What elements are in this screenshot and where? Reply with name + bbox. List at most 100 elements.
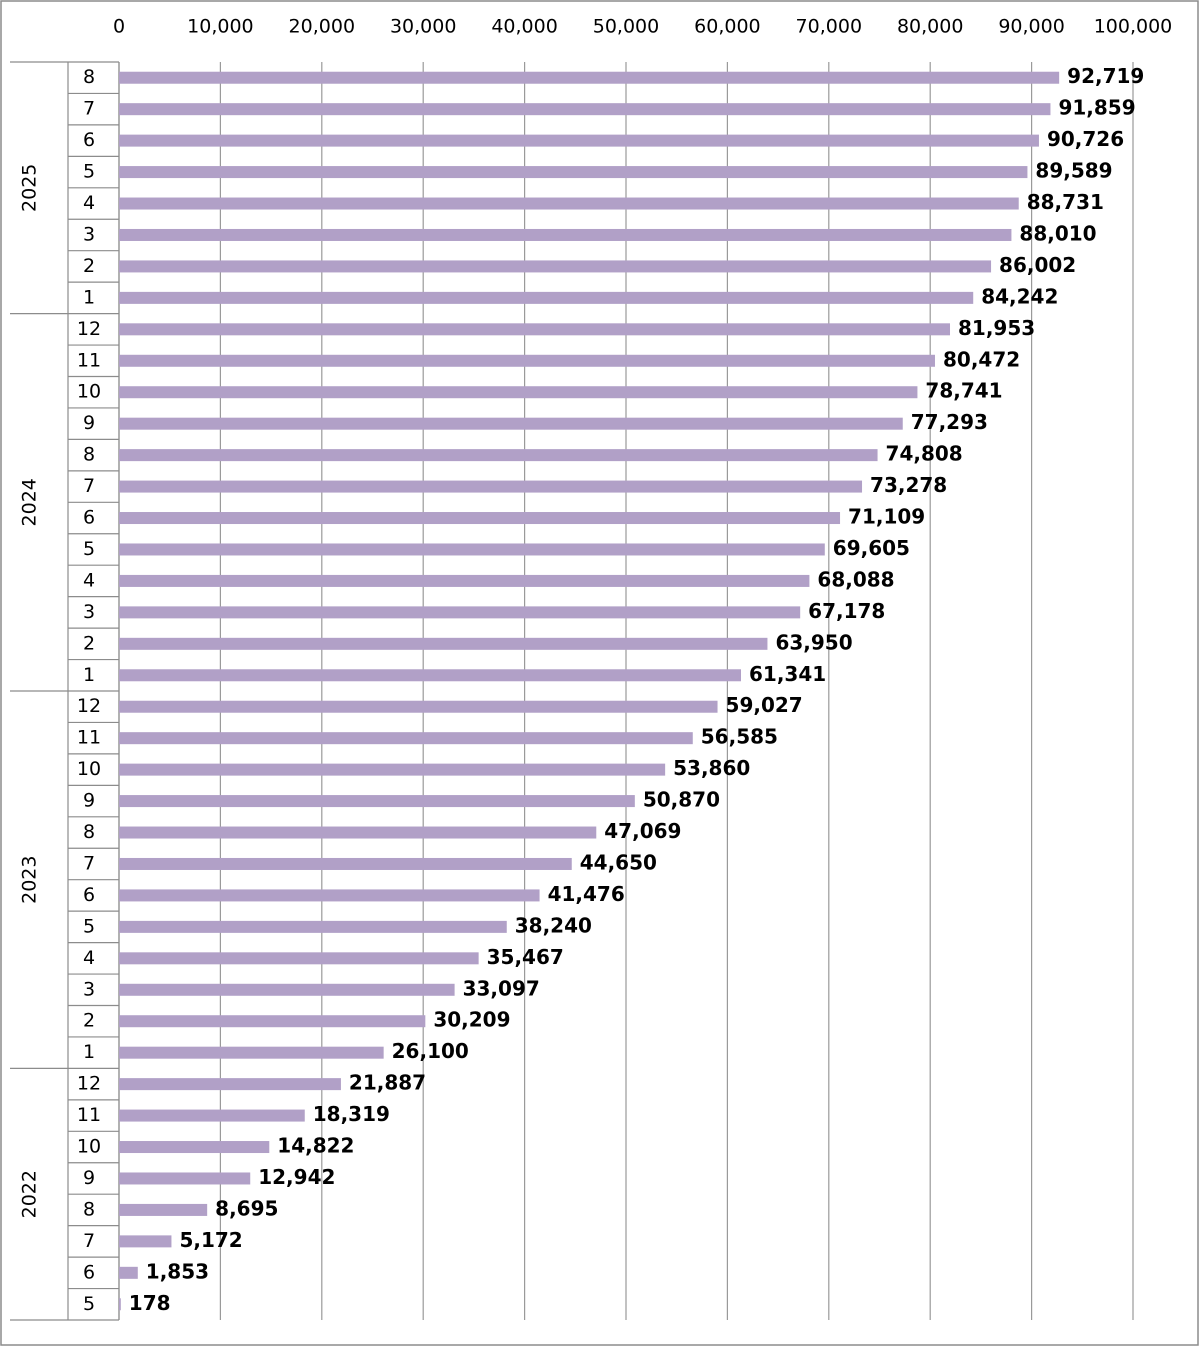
bar: [119, 889, 540, 902]
bar: [119, 795, 635, 808]
bar: [119, 763, 666, 776]
value-label: 74,808: [886, 442, 963, 466]
bar: [119, 1235, 172, 1248]
group-label: 2025: [19, 164, 41, 212]
value-label: 8,695: [215, 1196, 278, 1220]
bar: [119, 228, 1012, 241]
bar: [119, 134, 1039, 147]
bar: [119, 1298, 121, 1311]
x-tick-label: 20,000: [289, 16, 355, 38]
value-label: 69,605: [833, 536, 910, 560]
y-tick-label: 11: [77, 349, 101, 371]
bar: [119, 354, 935, 367]
y-tick-label: 7: [83, 475, 95, 497]
y-tick-label: 11: [77, 1104, 101, 1126]
bar: [119, 543, 825, 556]
bar: [119, 574, 810, 587]
value-label: 78,741: [925, 379, 1002, 403]
value-label: 77,293: [911, 410, 988, 434]
value-label: 71,109: [848, 505, 925, 529]
value-label: 89,589: [1035, 159, 1112, 183]
value-label: 50,870: [643, 788, 720, 812]
bar: [119, 71, 1060, 84]
value-label: 88,731: [1027, 190, 1104, 214]
value-label: 91,859: [1058, 96, 1135, 120]
value-label: 21,887: [349, 1071, 426, 1095]
bar: [119, 1141, 270, 1154]
bar: [119, 1078, 341, 1091]
bar: [119, 700, 718, 713]
value-label: 35,467: [487, 945, 564, 969]
y-tick-label: 6: [83, 129, 95, 151]
bar: [119, 826, 597, 839]
y-tick-label: 3: [83, 601, 95, 623]
y-tick-label: 4: [83, 192, 95, 214]
group-label: 2023: [19, 856, 41, 904]
value-label: 59,027: [726, 693, 803, 717]
y-tick-label: 5: [83, 161, 95, 183]
group-label: 2024: [19, 478, 41, 526]
y-tick-label: 4: [83, 569, 95, 591]
bar: [119, 1203, 208, 1216]
bar: [119, 920, 507, 933]
x-tick-label: 90,000: [998, 16, 1064, 38]
x-tick-label: 50,000: [593, 16, 659, 38]
value-label: 81,953: [958, 316, 1035, 340]
y-tick-label: 7: [83, 852, 95, 874]
bar: [119, 417, 903, 430]
y-tick-label: 2: [83, 632, 95, 654]
y-tick-label: 3: [83, 978, 95, 1000]
bar: [119, 857, 572, 870]
y-tick-label: 3: [83, 223, 95, 245]
value-label: 47,069: [604, 819, 681, 843]
y-tick-label: 7: [83, 98, 95, 120]
y-tick-label: 12: [77, 1073, 101, 1095]
value-label: 80,472: [943, 347, 1020, 371]
bar: [119, 166, 1028, 179]
bar: [119, 103, 1051, 116]
y-tick-label: 5: [83, 1293, 95, 1315]
y-tick-label: 9: [83, 790, 95, 812]
bar: [119, 260, 992, 273]
bar: [119, 606, 801, 619]
value-label: 12,942: [258, 1165, 335, 1189]
y-tick-label: 9: [83, 412, 95, 434]
value-label: 68,088: [817, 567, 894, 591]
y-tick-label: 2: [83, 255, 95, 277]
y-tick-label: 12: [77, 318, 101, 340]
y-tick-label: 9: [83, 1167, 95, 1189]
value-label: 41,476: [548, 882, 625, 906]
bar: [119, 197, 1019, 210]
y-tick-label: 1: [83, 1041, 95, 1063]
value-label: 178: [129, 1291, 171, 1315]
y-tick-label: 1: [83, 286, 95, 308]
value-label: 67,178: [808, 599, 885, 623]
y-tick-label: 8: [83, 821, 95, 843]
x-tick-label: 40,000: [491, 16, 557, 38]
bar: [119, 480, 863, 493]
y-tick-label: 10: [77, 1136, 101, 1158]
value-label: 56,585: [701, 725, 778, 749]
value-label: 1,853: [146, 1259, 209, 1283]
y-tick-label: 4: [83, 947, 95, 969]
value-label: 84,242: [981, 284, 1058, 308]
y-tick-label: 5: [83, 915, 95, 937]
y-tick-label: 10: [77, 381, 101, 403]
value-label: 30,209: [433, 1008, 510, 1032]
group-label: 2022: [19, 1170, 41, 1218]
x-tick-label: 60,000: [694, 16, 760, 38]
y-tick-label: 8: [83, 66, 95, 88]
y-tick-label: 8: [83, 444, 95, 466]
bar: [119, 512, 841, 525]
value-label: 92,719: [1067, 64, 1144, 88]
value-label: 44,650: [580, 850, 657, 874]
y-tick-label: 2: [83, 1010, 95, 1032]
bar: [119, 1172, 251, 1185]
value-label: 26,100: [392, 1039, 469, 1063]
x-tick-label: 80,000: [897, 16, 963, 38]
x-tick-label: 100,000: [1094, 16, 1173, 38]
x-tick-label: 30,000: [390, 16, 456, 38]
value-label: 33,097: [463, 976, 540, 1000]
bar: [119, 386, 918, 399]
bar: [119, 637, 768, 650]
